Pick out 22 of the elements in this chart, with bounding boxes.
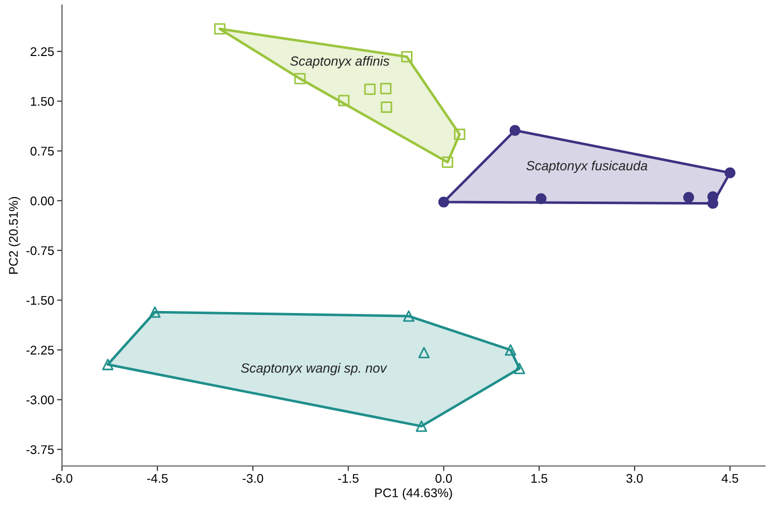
x-tick-label: -6.0	[52, 474, 72, 483]
y-tick-label: 0.00	[30, 196, 54, 206]
y-tick-label: 0.75	[30, 146, 54, 156]
x-tick-label: 4.5	[722, 474, 738, 483]
y-tick-label: -3.00	[26, 395, 54, 404]
x-tick-label: -4.5	[147, 474, 168, 483]
y-tick-label: 1.50	[30, 96, 54, 106]
y-axis-title: PC2 (20.51%)	[8, 197, 20, 274]
y-tick-label: -3.75	[26, 445, 54, 454]
y-tick-label: -2.25	[26, 346, 54, 355]
series-label: Scaptonyx fusicauda	[526, 160, 648, 173]
y-tick-label: -1.50	[26, 296, 54, 305]
y-tick-label: 2.25	[30, 47, 54, 56]
series-label: Scaptonyx affinis	[290, 56, 390, 68]
text: Scaptonyx wangi sp. nov	[241, 363, 388, 376]
x-tick-label: 3.0	[626, 474, 643, 483]
x-tick-label: 1.5	[531, 474, 548, 483]
x-tick-label: -3.0	[242, 474, 264, 483]
y-tick-label: -0.75	[26, 246, 54, 256]
x-axis-title: PC1 (44.63%)	[375, 488, 452, 500]
x-tick-label: 0.0	[436, 474, 452, 483]
x-tick-label: -1.5	[338, 474, 359, 483]
